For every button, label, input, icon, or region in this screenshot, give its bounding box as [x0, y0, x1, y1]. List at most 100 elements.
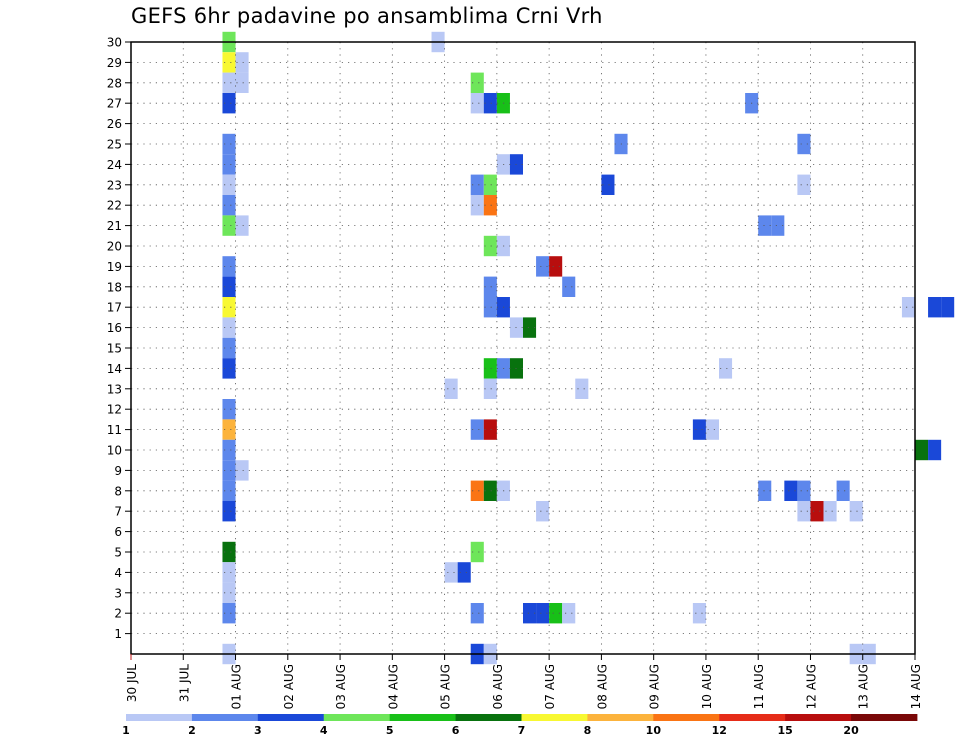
y-tick-label: 4 [114, 566, 122, 580]
colorbar-label: 8 [584, 724, 592, 737]
y-tick-label: 30 [107, 36, 122, 50]
x-tick-label: 06 AUG [491, 664, 505, 709]
heatmap-cell [562, 603, 576, 624]
heatmap-cell [222, 399, 236, 420]
heatmap-cell [705, 419, 719, 440]
heatmap-cell [222, 133, 236, 155]
heatmap-cell [771, 215, 785, 236]
heatmap-cell [470, 195, 484, 216]
heatmap-cell [222, 603, 236, 624]
heatmap-cell [692, 419, 706, 440]
x-tick-label: 10 AUG [700, 664, 714, 709]
y-tick-label: 6 [114, 525, 122, 539]
y-tick-label: 9 [114, 464, 122, 478]
colorbar-swatch [785, 714, 852, 721]
y-axis: 1234567891011121314151617181920212223242… [107, 36, 131, 641]
heatmap-cell [719, 358, 733, 379]
heatmap-cell [222, 154, 236, 175]
heatmap-cell [810, 501, 824, 522]
x-tick-label: 03 AUG [334, 664, 348, 709]
heatmap-cell [797, 174, 811, 195]
heatmap-cell [222, 460, 236, 481]
heatmap-cell [222, 439, 236, 461]
heatmap-cell [849, 501, 863, 522]
colorbar: 1 2 3 4 5 6 7 8 10 12 15 20 [122, 714, 918, 737]
heatmap-cell [222, 276, 236, 297]
heatmap-cell [483, 195, 497, 216]
heatmap-cell [222, 541, 236, 563]
y-tick-label: 24 [107, 158, 122, 172]
heatmap-cell [758, 215, 772, 236]
heatmap-cell [797, 480, 811, 501]
x-tick-label: 11 AUG [752, 664, 766, 709]
heatmap-cell [523, 603, 537, 624]
colorbar-label: 4 [320, 724, 328, 737]
heatmap-cell [470, 603, 484, 624]
y-tick-label: 3 [114, 586, 122, 600]
heatmap-cell [222, 174, 236, 195]
heatmap-cell [915, 439, 929, 461]
x-tick-label: 30 JUL [125, 664, 139, 702]
heatmap-cell [222, 195, 236, 216]
heatmap-cell [483, 297, 497, 318]
heatmap-cell [444, 378, 458, 399]
chart-title: GEFS 6hr padavine po ansamblima Crni Vrh [131, 4, 603, 28]
y-tick-label: 28 [107, 76, 122, 90]
heatmap-cell [483, 480, 497, 501]
x-tick-label: 09 AUG [648, 664, 662, 709]
y-tick-label: 26 [107, 117, 122, 131]
heatmap-cell [470, 174, 484, 195]
colorbar-swatch [455, 714, 522, 721]
colorbar-label: 3 [254, 724, 262, 737]
heatmap-cell [941, 297, 955, 318]
colorbar-swatch [653, 714, 720, 721]
heatmap-cell [222, 337, 236, 359]
x-tick-label: 01 AUG [230, 664, 244, 709]
heatmap-cell [562, 276, 576, 297]
colorbar-swatch [257, 714, 325, 721]
x-tick-label: 12 AUG [804, 664, 818, 709]
colorbar-swatch [323, 714, 391, 721]
y-tick-label: 19 [107, 260, 122, 274]
y-tick-label: 1 [114, 627, 122, 641]
colorbar-label: 6 [452, 724, 460, 737]
y-tick-label: 22 [107, 199, 122, 213]
heatmap-cell [523, 317, 537, 338]
y-tick-label: 5 [114, 546, 122, 560]
x-tick-label: 08 AUG [595, 664, 609, 709]
colorbar-label: 15 [778, 724, 793, 737]
heatmap-cell [797, 501, 811, 522]
y-tick-label: 7 [114, 505, 122, 519]
heatmap-cell [575, 378, 589, 399]
heatmap-cell [797, 133, 811, 155]
heatmap-cell [928, 439, 942, 461]
heatmap-cell [758, 480, 772, 501]
colorbar-label: 10 [646, 724, 662, 737]
heatmap-cell [222, 317, 236, 338]
y-tick-label: 2 [114, 607, 122, 621]
y-tick-label: 17 [107, 301, 122, 315]
heatmap-cell [470, 480, 484, 501]
colorbar-label: 1 [122, 724, 130, 737]
heatmap-cell [222, 501, 236, 522]
heatmap-cell [470, 72, 484, 93]
y-tick-label: 18 [107, 280, 122, 294]
heatmap-cell [549, 603, 563, 624]
colorbar-swatch [389, 714, 456, 721]
y-tick-label: 10 [107, 444, 122, 458]
colorbar-swatch [191, 714, 259, 721]
heatmap-cell [222, 562, 236, 583]
heatmap-cell [222, 52, 236, 73]
x-tick-label: 04 AUG [386, 664, 400, 709]
x-axis: 30 JUL 31 JUL 01 AUG 02 AUG 03 AUG 04 AUG 05 A… [125, 654, 923, 709]
heatmap-cell [235, 460, 249, 481]
y-tick-label: 13 [107, 382, 122, 396]
heatmap-cell [470, 541, 484, 563]
heatmap-cell [444, 562, 458, 583]
heatmap-cell [235, 52, 249, 73]
colorbar-label: 5 [386, 724, 394, 737]
heatmap-cell [536, 603, 550, 624]
heatmap-cell [483, 378, 497, 399]
y-tick-label: 23 [107, 178, 122, 192]
y-tick-label: 27 [107, 97, 122, 111]
